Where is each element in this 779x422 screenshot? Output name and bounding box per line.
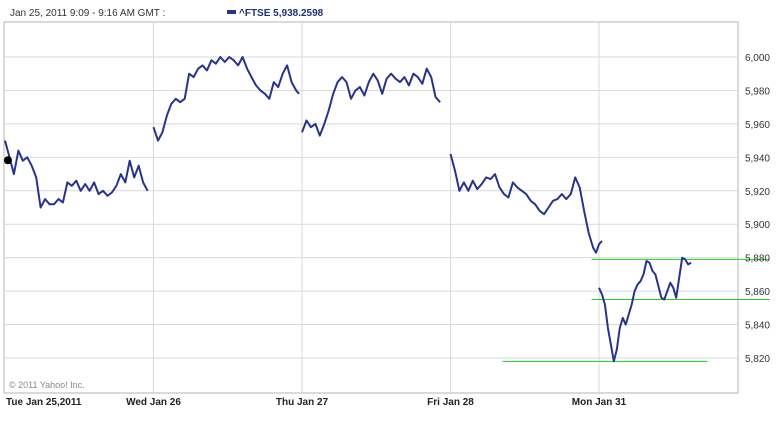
hover-point-marker	[3, 156, 12, 165]
header-time-range: Jan 25, 2011 9:09 - 9:16 AM GMT :	[10, 8, 165, 19]
support-lines	[502, 258, 770, 362]
series-line-segment	[301, 67, 441, 137]
series-line-segment	[598, 256, 692, 363]
y-tick-label: 5,960	[745, 120, 770, 131]
y-tick-labels: 5,820 5,840 5,860 5,880 5,900 5,920 5,940 5,960…	[745, 53, 770, 365]
y-tick-label: 5,980	[745, 86, 770, 97]
y-tick-label: 5,820	[745, 354, 770, 365]
series-lines	[4, 56, 692, 363]
y-tick-label: 5,840	[745, 321, 770, 332]
x-tick-labels: Tue Jan 25,2011 Wed Jan 26 Thu Jan 27 Fri J…	[6, 397, 627, 408]
y-tick-label: 5,860	[745, 287, 770, 298]
y-tick-label: 5,880	[745, 254, 770, 265]
series-legend-swatch	[227, 10, 236, 14]
plot-area-border	[3, 21, 739, 394]
series-line-segment	[449, 153, 603, 254]
series-line-segment	[152, 56, 300, 142]
x-tick-label: Wed Jan 26	[126, 397, 181, 408]
y-tick-label: 5,920	[745, 187, 770, 198]
grid-lines	[4, 22, 738, 393]
series-legend-label: ^FTSE 5,938.2598	[239, 8, 324, 19]
copyright-text: © 2011 Yahoo! Inc.	[9, 380, 85, 390]
hover-marker-layer	[3, 156, 12, 165]
x-tick-label: Fri Jan 28	[427, 397, 474, 408]
y-tick-label: 6,000	[745, 53, 770, 64]
y-tick-label: 5,900	[745, 220, 770, 231]
x-tick-label: Thu Jan 27	[276, 397, 329, 408]
x-tick-label: Mon Jan 31	[572, 397, 627, 408]
y-tick-label: 5,940	[745, 153, 770, 164]
series-line-segment	[4, 140, 149, 209]
x-tick-label: Tue Jan 25,2011	[6, 397, 82, 408]
